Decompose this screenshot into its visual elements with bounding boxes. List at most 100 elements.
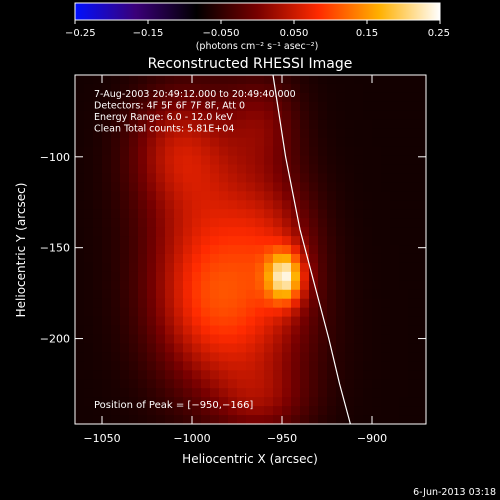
heatmap-cell [336, 75, 346, 85]
heatmap-cell [156, 101, 166, 112]
heatmap-cell [282, 191, 292, 201]
heatmap-cell [336, 334, 346, 345]
colorbar [74, 2, 441, 21]
heatmap-cell [273, 227, 283, 237]
heatmap-cell [399, 307, 409, 318]
heatmap-cell [138, 218, 148, 228]
heatmap-cell [120, 209, 130, 219]
heatmap-cell [219, 218, 229, 228]
heatmap-cell [111, 316, 121, 327]
heatmap-cell [210, 307, 220, 318]
heatmap-cell [237, 245, 247, 255]
heatmap-cell [309, 92, 319, 103]
heatmap-cell [210, 334, 220, 345]
heatmap-cell [201, 343, 211, 354]
heatmap-cell [156, 379, 166, 389]
heatmap-cell [174, 164, 184, 175]
heatmap-cell [399, 119, 409, 130]
heatmap-cell [219, 164, 229, 175]
heatmap-cell [291, 379, 301, 389]
heatmap-cell [282, 227, 292, 237]
heatmap-cell [156, 253, 166, 264]
heatmap-cell [183, 227, 193, 237]
heatmap-cell [93, 236, 103, 246]
heatmap-cell [201, 155, 211, 166]
heatmap-cell [354, 334, 364, 345]
heatmap-cell [183, 415, 193, 425]
heatmap-cell [102, 370, 112, 380]
heatmap-cell [363, 298, 373, 309]
heatmap-cell [192, 191, 202, 201]
heatmap-cell [156, 182, 166, 192]
heatmap-cell [111, 227, 121, 237]
heatmap-cell [336, 406, 346, 416]
heatmap-cell [354, 155, 364, 166]
heatmap-cell [273, 236, 283, 246]
heatmap-cell [273, 397, 283, 407]
heatmap-cell [147, 406, 157, 416]
heatmap-cell [174, 236, 184, 246]
heatmap-cell [75, 227, 85, 237]
heatmap-cell [75, 182, 85, 192]
heatmap-cell [120, 146, 130, 157]
heatmap-cell [300, 209, 310, 219]
heatmap-cell [318, 370, 328, 380]
heatmap-cell [291, 164, 301, 175]
heatmap-cell [345, 92, 355, 103]
heatmap-cell [228, 182, 238, 192]
heatmap-cell [300, 236, 310, 246]
heatmap-cell [219, 119, 229, 130]
heatmap-cell [75, 75, 85, 85]
heatmap-cell [255, 173, 265, 183]
heatmap-cell [138, 307, 148, 318]
heatmap-cell [246, 262, 256, 273]
heatmap-cell [246, 200, 256, 210]
heatmap-cell [219, 128, 229, 139]
heatmap-cell [354, 262, 364, 273]
heatmap-cell [165, 128, 175, 139]
heatmap-cell [327, 173, 337, 183]
heatmap-cell [120, 316, 130, 327]
heatmap-cell [147, 379, 157, 389]
heatmap-cell [300, 388, 310, 398]
heatmap-cell [165, 119, 175, 130]
heatmap-cell [93, 370, 103, 380]
heatmap-cell [390, 209, 400, 219]
heatmap-cell [354, 280, 364, 291]
heatmap-cell [75, 325, 85, 336]
heatmap-cell [336, 182, 346, 192]
heatmap-cell [291, 191, 301, 201]
heatmap-cell [237, 236, 247, 246]
heatmap-cell [381, 146, 391, 157]
heatmap-cell [354, 298, 364, 309]
heatmap-cell [111, 110, 121, 121]
heatmap-cell [273, 406, 283, 416]
heatmap-cell [327, 227, 337, 237]
heatmap-cell [381, 388, 391, 398]
heatmap-cell [291, 397, 301, 407]
heatmap-cell [201, 379, 211, 389]
heatmap-cell [210, 164, 220, 175]
heatmap-cell [165, 110, 175, 121]
heatmap-cell [417, 236, 427, 246]
heatmap-cell [372, 155, 382, 166]
heatmap-cell [363, 388, 373, 398]
heatmap-cell [237, 155, 247, 166]
heatmap-cell [255, 218, 265, 228]
heatmap-cell [381, 101, 391, 112]
heatmap-cell [417, 218, 427, 228]
heatmap-cell [75, 361, 85, 371]
heatmap-cell [318, 110, 328, 121]
heatmap-cell [111, 298, 121, 309]
heatmap-cell [300, 92, 310, 103]
heatmap-cell [327, 397, 337, 407]
heatmap-cell [93, 209, 103, 219]
heatmap-cell [363, 101, 373, 112]
heatmap-cell [345, 218, 355, 228]
heatmap-cell [147, 92, 157, 103]
heatmap-cell [327, 92, 337, 103]
heatmap-cell [372, 227, 382, 237]
heatmap-cell [291, 388, 301, 398]
heatmap-cell [183, 245, 193, 255]
heatmap-cell [237, 325, 247, 336]
